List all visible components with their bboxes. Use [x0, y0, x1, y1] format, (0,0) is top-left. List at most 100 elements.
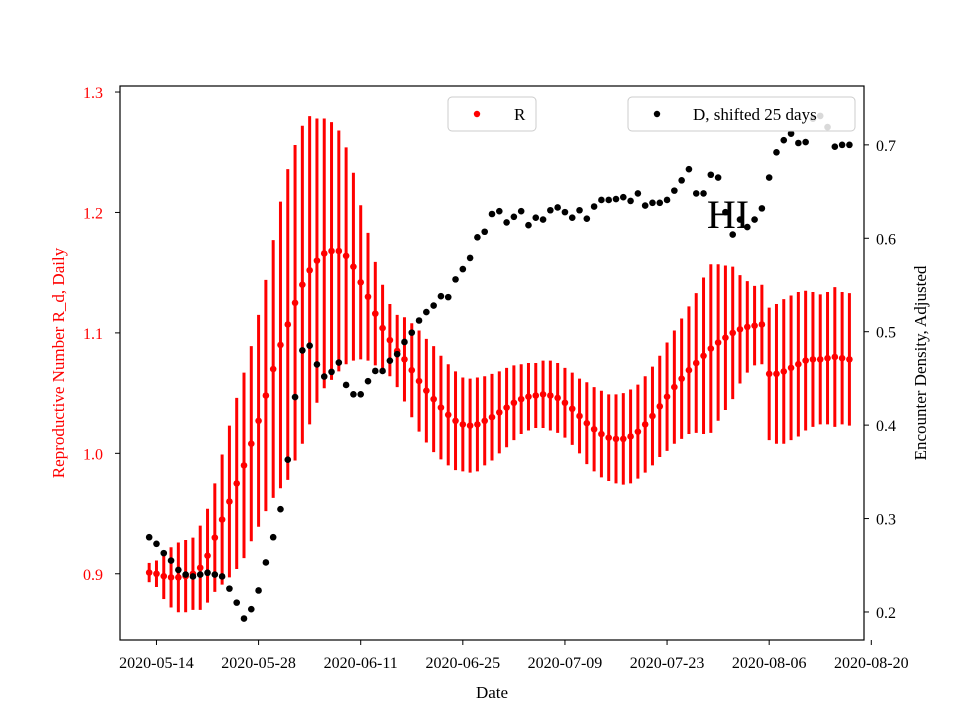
d-point	[430, 302, 437, 309]
r-point	[328, 247, 335, 255]
r-point	[364, 293, 372, 301]
d-point	[641, 202, 649, 209]
x-axis-title: Date	[476, 683, 508, 702]
d-point	[211, 571, 219, 578]
d-point	[386, 357, 394, 364]
r-point	[809, 356, 817, 363]
r-point	[656, 403, 664, 410]
legend-d-box	[627, 96, 856, 132]
r-point	[598, 430, 605, 438]
d-point	[700, 190, 707, 197]
r-point	[269, 365, 277, 373]
legend-r-marker	[473, 110, 481, 118]
r-point	[466, 422, 474, 429]
x-tick-label: 2020-06-11	[324, 655, 398, 672]
d-point	[831, 143, 839, 151]
x-tick-label: 2020-07-23	[630, 655, 705, 672]
r-point	[196, 564, 204, 572]
d-point	[707, 171, 715, 179]
r-point	[474, 421, 481, 428]
d-point	[590, 203, 598, 210]
r-point	[627, 433, 634, 440]
d-point	[532, 214, 540, 222]
r-point	[816, 356, 824, 363]
r-point	[554, 394, 561, 402]
d-point	[415, 317, 423, 324]
d-point	[357, 390, 365, 398]
legend-r-label: R	[514, 105, 526, 124]
d-point	[561, 208, 569, 216]
r-point	[539, 391, 547, 398]
d-point	[160, 549, 168, 557]
r-point	[773, 370, 780, 378]
r-point	[459, 421, 467, 428]
r-point	[284, 321, 292, 328]
r-point	[495, 409, 503, 416]
d-point	[678, 177, 685, 184]
r-point	[510, 399, 518, 407]
d-point	[671, 187, 678, 194]
r-point	[175, 574, 182, 581]
r-point	[787, 364, 795, 372]
d-point	[437, 292, 445, 300]
d-point	[255, 587, 262, 594]
r-point	[619, 435, 627, 443]
r-point	[437, 404, 445, 411]
x-tick-label: 2020-07-09	[528, 655, 603, 672]
r-point	[838, 354, 846, 362]
d-point	[539, 216, 547, 223]
d-point	[773, 149, 780, 156]
d-point	[269, 533, 277, 541]
d-point	[649, 199, 656, 207]
d-point	[729, 231, 737, 238]
r-point	[218, 516, 226, 523]
d-point	[795, 139, 802, 147]
d-point	[291, 393, 299, 401]
d-point	[787, 130, 795, 137]
r-point	[780, 368, 788, 375]
r-point	[379, 324, 386, 332]
d-point	[459, 265, 467, 273]
r-point	[262, 392, 270, 399]
d-point	[517, 207, 525, 215]
legend-r: R	[447, 96, 537, 132]
d-point	[510, 213, 518, 221]
r-point	[255, 417, 262, 425]
r-point	[306, 266, 313, 274]
r-point	[634, 428, 642, 435]
d-point	[175, 566, 182, 574]
d-point	[568, 214, 576, 222]
d-point	[240, 615, 248, 622]
d-point	[780, 136, 788, 144]
d-point	[182, 571, 189, 578]
d-point	[576, 206, 583, 214]
d-point	[408, 329, 416, 336]
r-point	[291, 299, 299, 307]
legend-d-marker	[653, 110, 661, 118]
d-point	[379, 367, 386, 375]
r-point	[765, 370, 773, 378]
r-point	[525, 393, 532, 401]
d-point	[401, 338, 408, 346]
y-axis-right-title: Encounter Density, Adjusted	[911, 265, 930, 460]
r-point	[692, 359, 700, 367]
d-point	[153, 540, 160, 548]
r-point	[342, 252, 350, 260]
d-point	[554, 204, 561, 211]
r-point	[795, 360, 802, 368]
d-point	[765, 174, 773, 181]
d-point	[495, 207, 503, 215]
y-right-tick-label: 0.2	[876, 605, 896, 622]
d-point	[371, 367, 379, 375]
d-point	[466, 254, 474, 262]
x-tick-label: 2020-08-06	[732, 655, 807, 672]
r-point	[153, 570, 160, 578]
d-point	[612, 195, 620, 203]
r-point	[722, 334, 729, 342]
d-point	[474, 234, 481, 241]
d-point	[145, 533, 153, 541]
r-point	[211, 534, 219, 541]
r-point	[247, 440, 255, 447]
r-point	[335, 247, 343, 255]
